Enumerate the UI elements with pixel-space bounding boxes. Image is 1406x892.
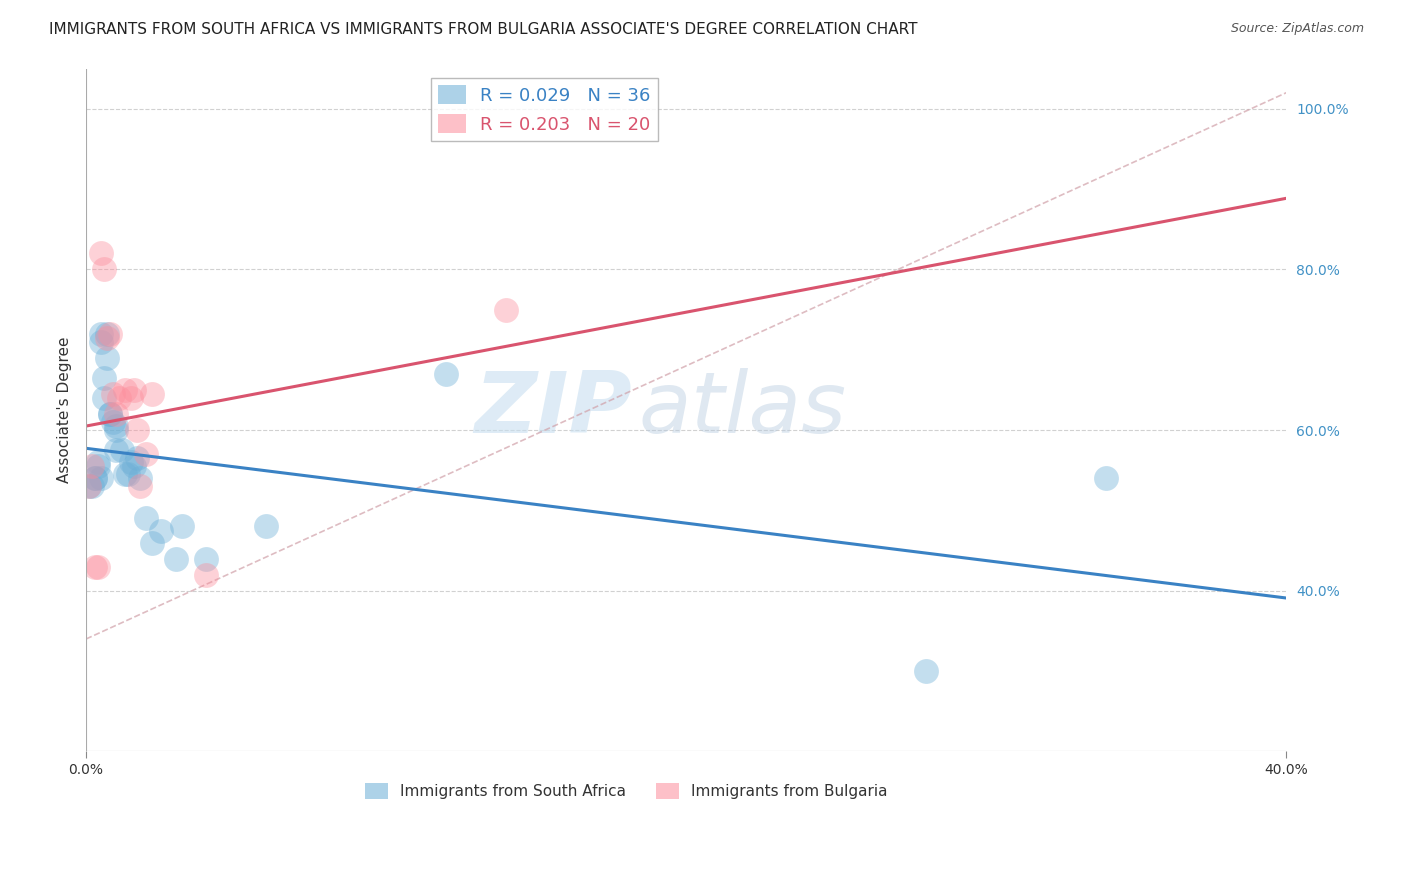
Point [80,479,103,493]
Point [84,471,107,485]
Point [117,467,139,482]
Point [141,535,163,549]
Point [96,326,118,341]
Point [114,467,136,482]
Point [87,559,110,574]
Point [90,246,112,260]
Point [98,326,121,341]
Point [101,387,124,401]
Point [80,459,103,474]
Point [96,331,118,345]
Point [77,479,100,493]
Point [90,471,112,485]
Point [195,551,218,566]
Text: IMMIGRANTS FROM SOUTH AFRICA VS IMMIGRANTS FROM BULGARIA ASSOCIATE'S DEGREE CORR: IMMIGRANTS FROM SOUTH AFRICA VS IMMIGRAN… [49,22,918,37]
Point [77,479,100,493]
Point [915,664,938,678]
Text: ZIP: ZIP [475,368,633,451]
Point [1095,471,1118,485]
Point [84,471,107,485]
Point [93,371,115,385]
Point [98,407,121,421]
Point [105,407,128,421]
Point [122,459,145,474]
Point [101,415,124,429]
Point [93,262,115,277]
Point [172,519,194,533]
Point [120,455,142,469]
Point [84,559,107,574]
Point [150,524,173,538]
Point [129,479,152,493]
Point [90,334,112,349]
Point [434,367,457,381]
Point [87,459,110,474]
Point [127,451,149,466]
Point [105,443,128,458]
Point [90,326,112,341]
Point [108,391,131,405]
Point [105,423,128,437]
Point [114,383,136,397]
Text: atlas: atlas [638,368,846,451]
Point [87,455,110,469]
Point [96,351,118,365]
Text: Source: ZipAtlas.com: Source: ZipAtlas.com [1230,22,1364,36]
Point [195,567,218,582]
Point [127,423,149,437]
Point [129,471,152,485]
Point [98,407,121,421]
Y-axis label: Associate's Degree: Associate's Degree [58,337,72,483]
Point [165,551,187,566]
Point [495,302,517,317]
Point [93,391,115,405]
Point [254,519,277,533]
Point [120,391,142,405]
Point [135,447,157,461]
Point [105,419,128,434]
Point [141,387,163,401]
Point [111,443,134,458]
Point [135,511,157,525]
Legend: Immigrants from South Africa, Immigrants from Bulgaria: Immigrants from South Africa, Immigrants… [359,777,894,805]
Point [122,383,145,397]
